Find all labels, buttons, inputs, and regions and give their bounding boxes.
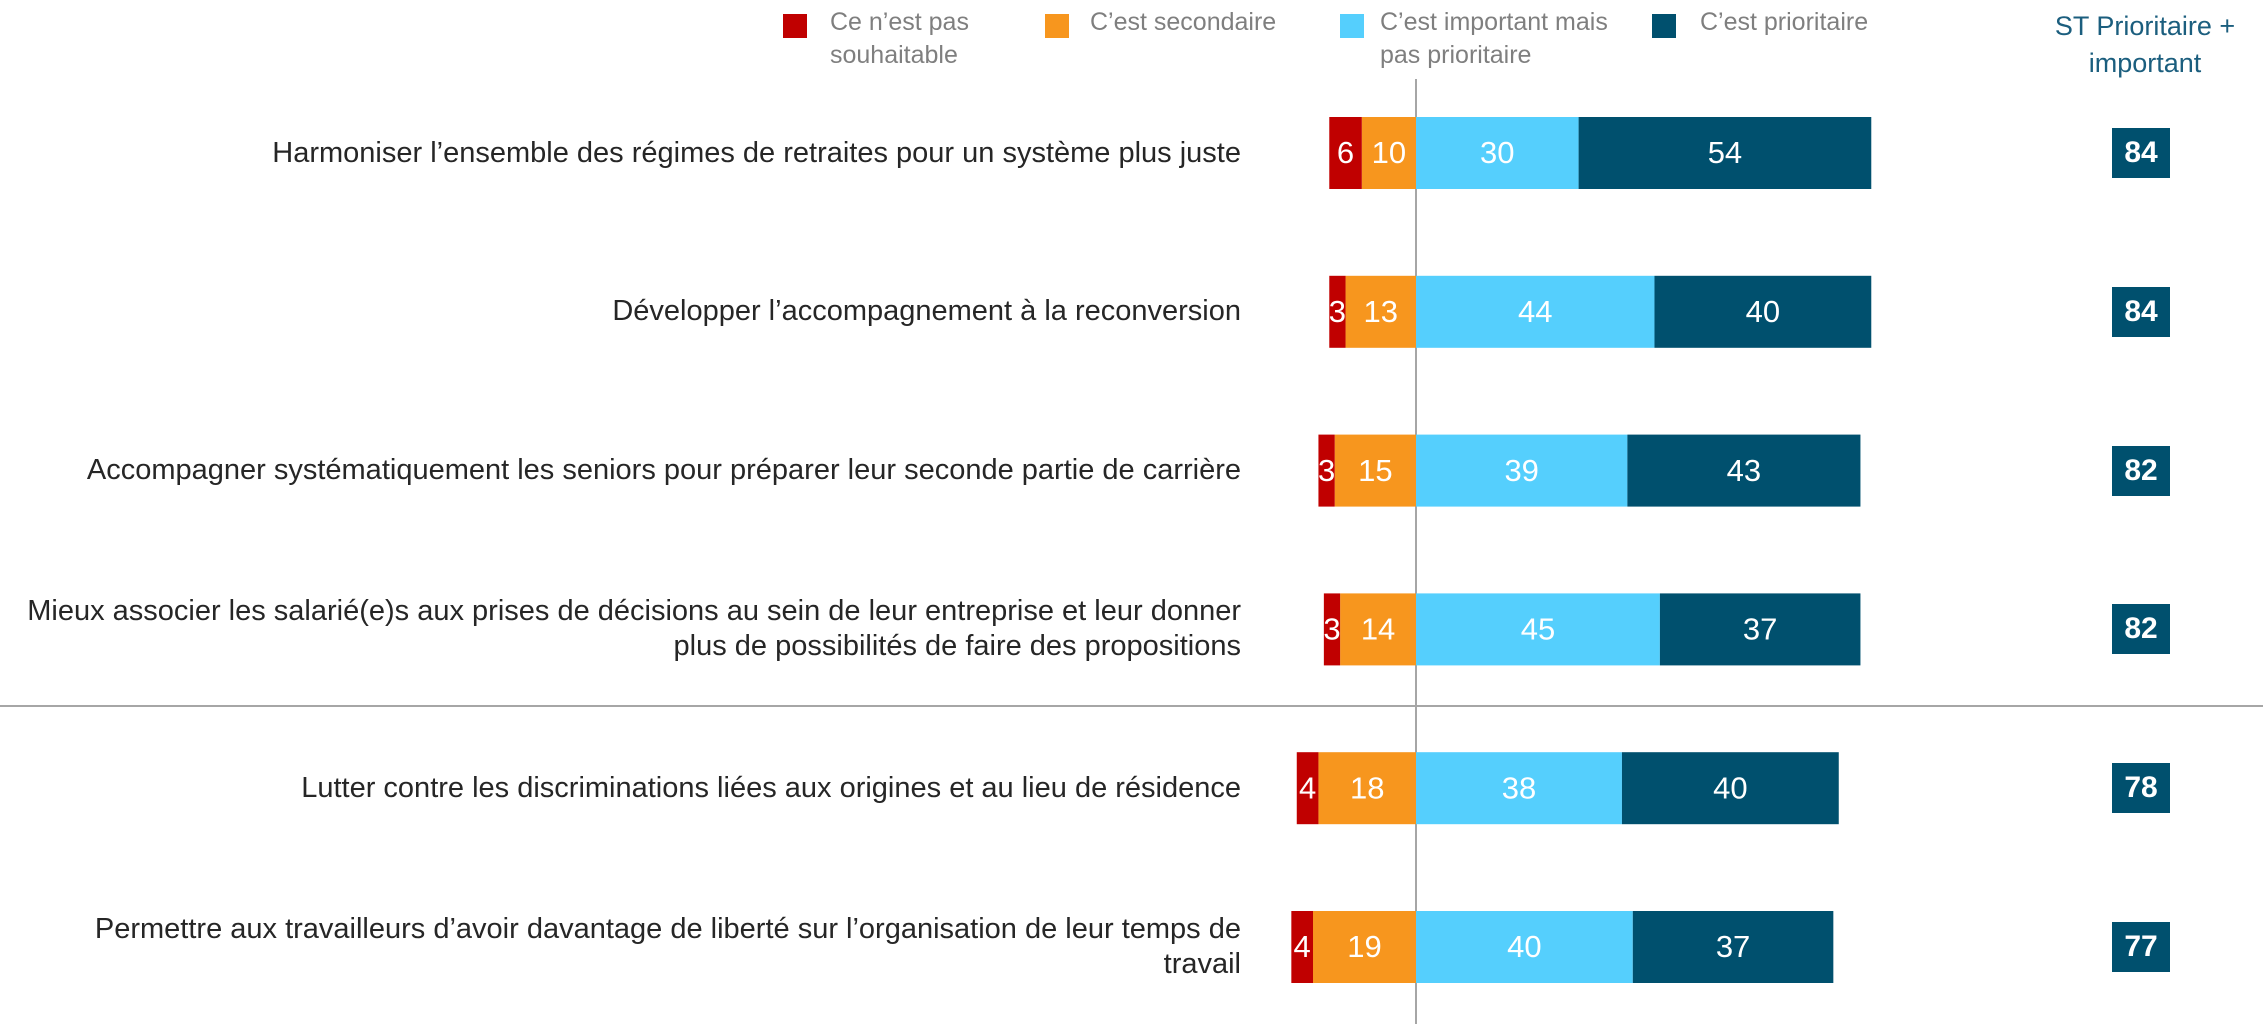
category-label: Permettre aux travailleurs d’avoir davan… bbox=[94, 913, 1241, 980]
bar-segment bbox=[1345, 275, 1416, 348]
value-label: 18 bbox=[1350, 770, 1384, 805]
bar-segment bbox=[1329, 275, 1346, 348]
legend-label: C’est prioritaire bbox=[1700, 8, 1869, 36]
bar-segment bbox=[1621, 752, 1839, 825]
bar-segment bbox=[1361, 117, 1416, 189]
legend-swatch bbox=[783, 14, 807, 38]
value-label: 43 bbox=[1727, 453, 1761, 488]
bar-segment bbox=[1329, 117, 1362, 189]
value-label: 40 bbox=[1713, 770, 1747, 805]
value-label: 45 bbox=[1521, 612, 1555, 647]
value-label: 4 bbox=[1299, 770, 1316, 805]
totals-header: ST Prioritaire + important bbox=[2054, 11, 2236, 78]
category-label: Mieux associer les salarié(e)s aux prise… bbox=[27, 595, 1241, 663]
bar-segment bbox=[1632, 911, 1834, 983]
value-label: 13 bbox=[1364, 294, 1398, 329]
value-label: 54 bbox=[1708, 135, 1742, 170]
value-label: 40 bbox=[1746, 294, 1780, 329]
bar-segment bbox=[1334, 434, 1416, 507]
value-label: 44 bbox=[1518, 294, 1552, 329]
category-label: Développer l’accompagnement à la reconve… bbox=[612, 295, 1241, 328]
value-label: 30 bbox=[1480, 135, 1514, 170]
value-label: 3 bbox=[1323, 612, 1340, 647]
total-label: 77 bbox=[2112, 922, 2170, 972]
bar-segment bbox=[1416, 117, 1579, 189]
bar-segment bbox=[1416, 593, 1660, 666]
value-label: 3 bbox=[1318, 453, 1335, 488]
bar-segment bbox=[1340, 593, 1416, 666]
bar-segment bbox=[1416, 911, 1633, 983]
total-label: 82 bbox=[2112, 445, 2170, 496]
bar-segment bbox=[1627, 434, 1861, 507]
bar-segment bbox=[1416, 752, 1622, 825]
total-label: 82 bbox=[2112, 604, 2170, 655]
value-label: 40 bbox=[1507, 929, 1541, 964]
value-label: 10 bbox=[1372, 135, 1406, 170]
bar-segment bbox=[1659, 593, 1861, 666]
bar-segment bbox=[1416, 275, 1655, 348]
total-label: 84 bbox=[2112, 128, 2170, 178]
bar-segment bbox=[1296, 752, 1319, 825]
value-label: 6 bbox=[1337, 135, 1354, 170]
value-label: 4 bbox=[1294, 929, 1311, 964]
legend-swatch bbox=[1045, 14, 1069, 38]
category-label: Harmoniser l’ensemble des régimes de ret… bbox=[272, 136, 1241, 169]
value-label: 38 bbox=[1502, 770, 1536, 805]
value-label: 37 bbox=[1743, 612, 1777, 647]
value-label: 37 bbox=[1716, 929, 1750, 964]
category-label: Accompagner systématiquement les seniors… bbox=[86, 454, 1241, 487]
legend-swatch bbox=[1652, 14, 1676, 38]
bar-segment bbox=[1313, 911, 1416, 983]
legend-label: Ce n’est pas souhaitable bbox=[830, 8, 969, 69]
total-label: 78 bbox=[2112, 763, 2170, 814]
category-label: Lutter contre les discriminations liées … bbox=[301, 771, 1241, 804]
value-label: 14 bbox=[1361, 612, 1395, 647]
bar-segment bbox=[1654, 275, 1872, 348]
value-label: 15 bbox=[1358, 453, 1392, 488]
legend-label: C’est important mais pas prioritaire bbox=[1380, 8, 1608, 69]
bar-segment bbox=[1578, 117, 1872, 189]
bar-segment bbox=[1291, 911, 1314, 983]
bar-segment bbox=[1318, 434, 1335, 507]
legend-label: C’est secondaire bbox=[1090, 8, 1277, 36]
value-label: 39 bbox=[1504, 453, 1538, 488]
value-label: 3 bbox=[1329, 294, 1346, 329]
value-label: 19 bbox=[1347, 929, 1381, 964]
bar-segment bbox=[1323, 593, 1341, 666]
bar-segment bbox=[1318, 752, 1416, 825]
total-label: 84 bbox=[2112, 286, 2170, 337]
bar-segment bbox=[1416, 434, 1628, 507]
legend-swatch bbox=[1340, 14, 1364, 38]
